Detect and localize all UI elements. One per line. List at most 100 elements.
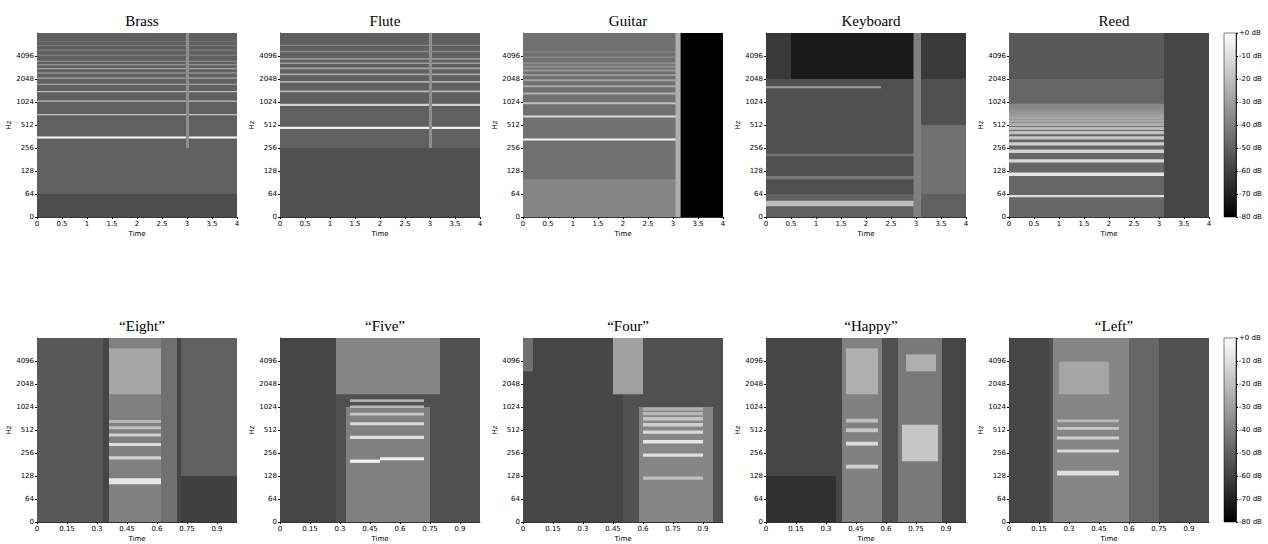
svg-text:0.9: 0.9 xyxy=(454,525,465,533)
svg-text:Flute: Flute xyxy=(370,13,401,29)
svg-text:64: 64 xyxy=(754,190,763,198)
svg-text:0.75: 0.75 xyxy=(665,525,681,533)
svg-text:4096: 4096 xyxy=(988,52,1006,60)
svg-text:0: 0 xyxy=(1007,220,1011,228)
svg-text:2048: 2048 xyxy=(745,75,763,83)
svg-text:3: 3 xyxy=(914,220,918,228)
svg-text:0.5: 0.5 xyxy=(1028,220,1039,228)
svg-text:0.5: 0.5 xyxy=(299,220,310,228)
svg-text:0: 0 xyxy=(759,518,763,526)
svg-text:0: 0 xyxy=(273,213,277,221)
svg-text:Hz: Hz xyxy=(5,425,13,434)
svg-text:0: 0 xyxy=(764,220,768,228)
svg-text:0.3: 0.3 xyxy=(577,525,588,533)
svg-text:Reed: Reed xyxy=(1099,13,1130,29)
svg-text:512: 512 xyxy=(264,121,277,129)
svg-text:64: 64 xyxy=(268,190,277,198)
svg-text:0.6: 0.6 xyxy=(394,525,406,533)
svg-text:1024: 1024 xyxy=(502,98,520,106)
svg-text:2: 2 xyxy=(378,220,382,228)
svg-text:Time: Time xyxy=(127,535,145,543)
svg-text:+0 dB: +0 dB xyxy=(1239,29,1261,37)
svg-text:Keyboard: Keyboard xyxy=(841,13,901,29)
svg-text:0.15: 0.15 xyxy=(545,525,561,533)
svg-text:512: 512 xyxy=(21,121,34,129)
svg-text:256: 256 xyxy=(21,449,35,457)
svg-text:Time: Time xyxy=(1099,230,1117,238)
svg-text:Brass: Brass xyxy=(125,13,158,29)
svg-text:0: 0 xyxy=(30,518,34,526)
svg-text:2: 2 xyxy=(1107,220,1111,228)
svg-text:512: 512 xyxy=(21,426,34,434)
svg-text:0: 0 xyxy=(30,213,34,221)
svg-text:512: 512 xyxy=(507,121,520,129)
svg-text:3: 3 xyxy=(1157,220,1161,228)
svg-text:2048: 2048 xyxy=(745,380,763,388)
svg-text:0: 0 xyxy=(759,213,763,221)
svg-text:4096: 4096 xyxy=(502,357,520,365)
svg-text:Time: Time xyxy=(613,535,631,543)
svg-text:64: 64 xyxy=(754,495,763,503)
svg-text:0.6: 0.6 xyxy=(637,525,649,533)
svg-text:64: 64 xyxy=(511,190,520,198)
svg-text:128: 128 xyxy=(264,167,277,175)
svg-text:1.5: 1.5 xyxy=(349,220,360,228)
svg-text:“Happy”: “Happy” xyxy=(844,318,897,334)
svg-text:64: 64 xyxy=(268,495,277,503)
svg-text:0: 0 xyxy=(521,220,525,228)
svg-text:1: 1 xyxy=(1057,220,1061,228)
svg-text:0.5: 0.5 xyxy=(56,220,67,228)
svg-text:0: 0 xyxy=(278,525,282,533)
svg-text:1024: 1024 xyxy=(745,98,763,106)
svg-text:1024: 1024 xyxy=(502,403,520,411)
svg-text:1: 1 xyxy=(85,220,89,228)
svg-text:2.5: 2.5 xyxy=(885,220,896,228)
svg-text:0.75: 0.75 xyxy=(908,525,924,533)
svg-text:1.5: 1.5 xyxy=(1078,220,1089,228)
svg-text:Time: Time xyxy=(370,230,388,238)
svg-text:1.5: 1.5 xyxy=(592,220,603,228)
svg-text:0.5: 0.5 xyxy=(542,220,553,228)
svg-text:Time: Time xyxy=(856,535,874,543)
svg-text:512: 512 xyxy=(750,426,763,434)
svg-text:“Left”: “Left” xyxy=(1095,318,1133,334)
svg-text:0: 0 xyxy=(521,525,525,533)
svg-text:0: 0 xyxy=(1002,518,1006,526)
svg-text:512: 512 xyxy=(264,426,277,434)
svg-text:0.9: 0.9 xyxy=(940,525,951,533)
svg-text:2: 2 xyxy=(621,220,625,228)
svg-text:3.5: 3.5 xyxy=(206,220,217,228)
svg-text:-70 dB: -70 dB xyxy=(1239,495,1262,503)
svg-text:0: 0 xyxy=(516,213,520,221)
svg-text:Time: Time xyxy=(856,230,874,238)
svg-text:128: 128 xyxy=(21,167,34,175)
svg-text:2: 2 xyxy=(135,220,139,228)
svg-text:256: 256 xyxy=(264,449,278,457)
svg-text:3.5: 3.5 xyxy=(1178,220,1189,228)
svg-text:64: 64 xyxy=(25,190,34,198)
svg-text:0.75: 0.75 xyxy=(422,525,438,533)
svg-text:1024: 1024 xyxy=(16,98,34,106)
svg-text:2.5: 2.5 xyxy=(642,220,653,228)
svg-text:0: 0 xyxy=(516,518,520,526)
svg-text:-10 dB: -10 dB xyxy=(1239,357,1262,365)
svg-text:0.3: 0.3 xyxy=(334,525,345,533)
svg-text:256: 256 xyxy=(507,144,521,152)
svg-text:128: 128 xyxy=(993,472,1006,480)
svg-text:Hz: Hz xyxy=(734,425,742,434)
svg-text:2048: 2048 xyxy=(16,380,34,388)
svg-text:3.5: 3.5 xyxy=(935,220,946,228)
svg-text:“Five”: “Five” xyxy=(365,318,405,334)
svg-text:-40 dB: -40 dB xyxy=(1239,426,1262,434)
svg-text:-30 dB: -30 dB xyxy=(1239,98,1262,106)
svg-text:128: 128 xyxy=(21,472,34,480)
svg-text:4096: 4096 xyxy=(259,357,277,365)
svg-text:64: 64 xyxy=(511,495,520,503)
svg-text:4096: 4096 xyxy=(16,357,34,365)
svg-text:1024: 1024 xyxy=(988,403,1006,411)
svg-text:-60 dB: -60 dB xyxy=(1239,167,1262,175)
svg-text:4: 4 xyxy=(1207,220,1212,228)
svg-text:512: 512 xyxy=(993,121,1006,129)
svg-text:-80 dB: -80 dB xyxy=(1239,518,1262,526)
svg-text:4096: 4096 xyxy=(259,52,277,60)
